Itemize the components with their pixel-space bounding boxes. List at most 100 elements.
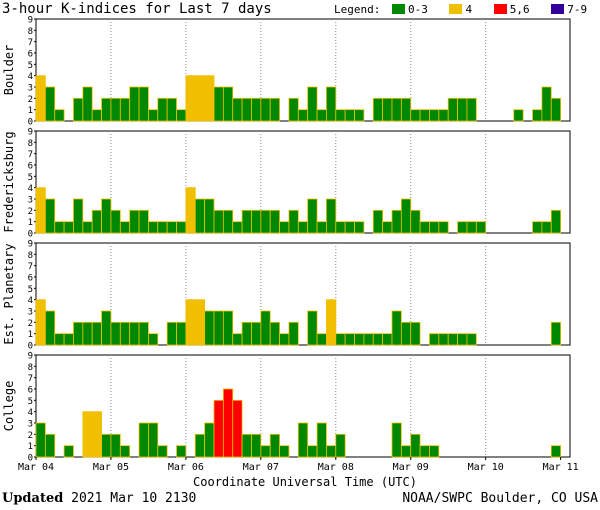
kindex-bar — [110, 321, 121, 346]
kindex-bar — [447, 97, 458, 122]
kindex-bar — [307, 310, 318, 346]
kindex-bar — [335, 333, 346, 346]
kindex-bar — [213, 310, 224, 346]
kindex-bar — [260, 209, 271, 234]
y-tick-label: 4 — [28, 72, 33, 82]
kindex-bar — [166, 321, 177, 346]
kindex-bar — [119, 97, 131, 122]
kindex-bar — [44, 86, 56, 122]
kindex-bar — [391, 422, 402, 458]
kindex-bar — [260, 310, 271, 346]
kindex-bar — [129, 321, 140, 346]
updated-value: 2021 Mar 10 2130 — [71, 491, 197, 506]
kindex-bar — [44, 198, 56, 234]
kindex-bar — [541, 221, 552, 234]
kindex-bar — [269, 97, 280, 122]
kindex-bar — [194, 198, 206, 234]
kindex-bar — [550, 97, 562, 122]
kindex-bar — [251, 321, 262, 346]
kindex-bar — [297, 221, 309, 234]
kindex-bar — [54, 221, 65, 234]
kindex-bar — [35, 422, 46, 458]
kindex-bar — [44, 433, 56, 458]
kindex-bar — [176, 321, 187, 346]
y-tick-label: 2 — [28, 207, 33, 217]
kindex-bar — [372, 333, 384, 346]
y-tick-label: 8 — [28, 251, 33, 261]
updated-label: Updated — [2, 491, 64, 506]
kindex-bar — [297, 109, 309, 122]
kindex-bar — [400, 445, 412, 458]
kindex-bar — [241, 433, 252, 458]
kindex-bar — [157, 221, 168, 234]
kindex-bar — [419, 109, 430, 122]
kindex-bar — [119, 221, 131, 234]
kindex-bar — [447, 333, 458, 346]
kindex-bar — [138, 209, 149, 234]
kindex-bar — [110, 97, 121, 122]
x-tick-label: Mar 05 — [93, 462, 129, 473]
kindex-bar — [101, 433, 112, 458]
y-tick-label: 3 — [28, 420, 33, 430]
legend-swatch-severe — [551, 4, 565, 14]
kindex-bar — [475, 221, 487, 234]
kindex-bar — [73, 321, 84, 346]
x-tick-label: Mar 04 — [18, 462, 54, 473]
kindex-bar — [297, 422, 309, 458]
kindex-bar — [410, 433, 421, 458]
kindex-bar — [101, 310, 112, 346]
station-label-boulder: Boulder — [2, 45, 16, 96]
station-label-college: College — [2, 381, 16, 432]
kindex-bar — [279, 221, 290, 234]
kindex-bar — [326, 86, 337, 122]
y-tick-label: 1 — [28, 442, 33, 452]
kindex-bar — [119, 445, 131, 458]
y-tick-label: 0 — [28, 118, 33, 128]
kindex-bar — [129, 86, 140, 122]
kindex-bar — [400, 97, 412, 122]
kindex-bar — [419, 221, 430, 234]
kindex-bar — [532, 221, 543, 234]
kindex-bar — [326, 445, 337, 458]
kindex-bar — [354, 221, 365, 234]
legend-label: Legend: — [334, 3, 381, 16]
kindex-bar — [429, 445, 440, 458]
kindex-bar — [232, 97, 243, 122]
kindex-bar — [148, 422, 159, 458]
kindex-bar — [35, 299, 46, 346]
y-tick-label: 3 — [28, 84, 33, 94]
y-tick-label: 9 — [28, 16, 33, 26]
kindex-bar — [419, 445, 430, 458]
kindex-bar — [157, 445, 168, 458]
kindex-bar — [185, 299, 196, 346]
kindex-bar — [54, 109, 65, 122]
y-tick-label: 9 — [28, 352, 33, 362]
kindex-bar — [82, 321, 93, 346]
y-tick-label: 7 — [28, 374, 33, 384]
y-tick-label: 7 — [28, 38, 33, 48]
y-tick-label: 0 — [28, 230, 33, 240]
kindex-bar — [550, 321, 562, 346]
y-tick-label: 9 — [28, 128, 33, 138]
kindex-bar — [269, 433, 280, 458]
y-tick-label: 7 — [28, 150, 33, 160]
y-tick-label: 9 — [28, 240, 33, 250]
kindex-bar — [232, 399, 243, 458]
kindex-bar — [91, 109, 102, 122]
kindex-bar — [82, 86, 93, 122]
y-tick-label: 1 — [28, 106, 33, 116]
kindex-bar — [438, 333, 449, 346]
kindex-bar — [222, 310, 234, 346]
legend-swatch-active — [449, 4, 463, 14]
y-tick-label: 6 — [28, 274, 33, 284]
y-tick-label: 4 — [28, 184, 33, 194]
y-tick-label: 1 — [28, 218, 33, 228]
y-tick-label: 2 — [28, 319, 33, 329]
kindex-bar — [232, 333, 243, 346]
kindex-bar — [166, 97, 177, 122]
legend-item-storm: 5,6 — [489, 3, 540, 16]
kindex-bar — [82, 221, 93, 234]
x-axis-label: Coordinate Universal Time (UTC) — [193, 475, 417, 489]
kindex-bar — [204, 310, 215, 346]
